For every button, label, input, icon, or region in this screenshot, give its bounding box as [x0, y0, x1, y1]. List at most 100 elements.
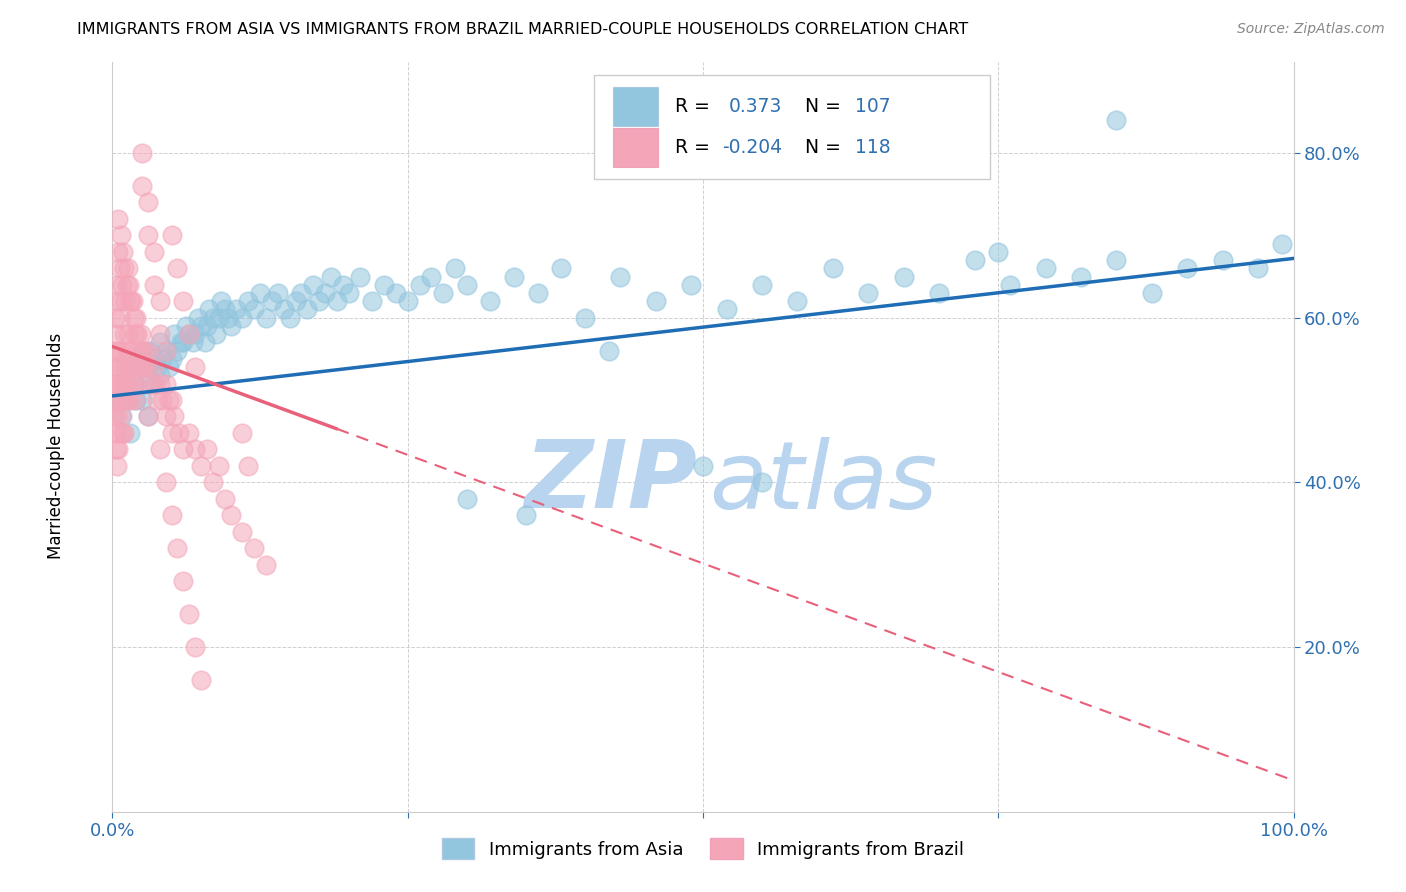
Point	[160, 228, 183, 243]
Point	[155, 343, 177, 358]
Point	[127, 343, 149, 358]
Point	[1175, 261, 1198, 276]
Point	[1105, 253, 1128, 268]
Point	[105, 409, 128, 424]
Point	[195, 442, 218, 457]
Point	[319, 269, 342, 284]
Text: 107: 107	[855, 97, 891, 116]
Point	[1271, 236, 1294, 251]
Point	[120, 294, 142, 309]
Point	[125, 310, 148, 325]
Point	[124, 327, 146, 342]
Point	[179, 425, 201, 440]
Point	[142, 351, 165, 366]
Point	[107, 392, 129, 407]
Point	[104, 360, 127, 375]
Point	[273, 302, 295, 317]
Point	[751, 475, 773, 490]
Point	[716, 302, 738, 317]
Point	[135, 376, 157, 391]
Point	[115, 277, 138, 292]
Point	[125, 360, 148, 375]
Point	[928, 285, 950, 300]
Point	[111, 343, 134, 358]
Point	[104, 310, 127, 325]
Point	[361, 294, 384, 309]
Point	[420, 269, 443, 284]
Point	[122, 310, 145, 325]
Point	[110, 360, 132, 375]
Point	[195, 318, 218, 333]
Point	[136, 195, 159, 210]
Point	[249, 285, 271, 300]
Text: R =: R =	[675, 97, 721, 116]
Point	[131, 343, 153, 358]
Text: ZIP: ZIP	[524, 436, 697, 528]
Point	[139, 343, 162, 358]
Point	[127, 351, 149, 366]
Point	[115, 392, 138, 407]
Point	[208, 458, 231, 473]
Point	[302, 277, 325, 292]
Point	[179, 327, 201, 342]
Point	[201, 475, 224, 490]
Point	[121, 294, 143, 309]
Point	[254, 310, 277, 325]
Point	[115, 343, 138, 358]
Text: R =: R =	[675, 137, 716, 157]
Point	[574, 310, 596, 325]
Point	[120, 392, 142, 407]
Point	[122, 376, 145, 391]
Point	[155, 343, 177, 358]
Point	[136, 343, 159, 358]
Point	[644, 294, 666, 309]
Point	[150, 351, 173, 366]
Point	[172, 335, 194, 350]
Point	[231, 425, 253, 440]
Point	[136, 228, 159, 243]
Point	[155, 376, 177, 391]
Point	[131, 343, 153, 358]
Point	[136, 409, 159, 424]
Point	[1212, 253, 1234, 268]
Point	[112, 261, 135, 276]
Point	[208, 310, 231, 325]
Point	[1070, 269, 1092, 284]
Point	[456, 491, 478, 506]
Point	[332, 277, 354, 292]
Point	[142, 244, 165, 259]
Point	[160, 425, 183, 440]
Point	[214, 491, 236, 506]
Point	[122, 376, 145, 391]
Point	[127, 327, 149, 342]
Point	[217, 310, 239, 325]
Point	[117, 261, 139, 276]
Point	[284, 294, 307, 309]
Point	[112, 327, 135, 342]
Point	[103, 409, 125, 424]
Point	[184, 327, 207, 342]
Point	[209, 294, 232, 309]
Point	[134, 343, 156, 358]
Point	[190, 318, 212, 333]
Point	[190, 458, 212, 473]
Text: N =: N =	[793, 97, 846, 116]
Point	[108, 376, 131, 391]
Bar	[613, 128, 658, 167]
Point	[184, 442, 207, 457]
Point	[821, 261, 844, 276]
Point	[110, 294, 132, 309]
Point	[609, 269, 631, 284]
Point	[479, 294, 502, 309]
Point	[111, 392, 134, 407]
Point	[115, 392, 138, 407]
Point	[1035, 261, 1057, 276]
Point	[139, 376, 162, 391]
Point	[142, 360, 165, 375]
Point	[444, 261, 467, 276]
Point	[1105, 113, 1128, 128]
Text: IMMIGRANTS FROM ASIA VS IMMIGRANTS FROM BRAZIL MARRIED-COUPLE HOUSEHOLDS CORRELA: IMMIGRANTS FROM ASIA VS IMMIGRANTS FROM …	[77, 22, 969, 37]
Point	[149, 294, 172, 309]
Point	[143, 376, 166, 391]
Point	[128, 360, 150, 375]
